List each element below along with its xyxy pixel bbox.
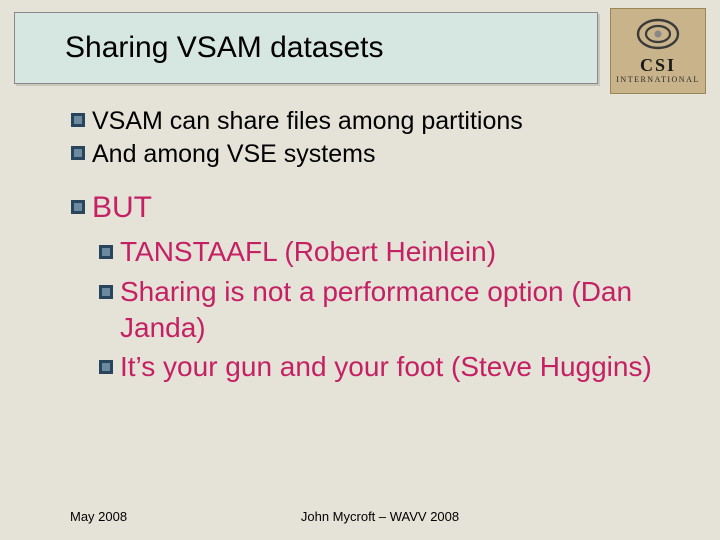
logo-sublabel: INTERNATIONAL xyxy=(616,75,700,87)
slide-title-bar: Sharing VSAM datasets xyxy=(14,12,598,84)
bullet-icon xyxy=(70,112,86,128)
slide-footer: May 2008 John Mycroft – WAVV 2008 xyxy=(70,509,690,524)
list-item: BUT xyxy=(70,189,690,227)
bullet-icon xyxy=(98,244,114,260)
list-item: Sharing is not a performance option (Dan… xyxy=(98,274,690,346)
slide-body: VSAM can share files among partitions An… xyxy=(70,106,690,480)
list-item: It’s your gun and your foot (Steve Huggi… xyxy=(98,349,690,385)
list-item-text: VSAM can share files among partitions xyxy=(92,106,523,137)
logo: CSI INTERNATIONAL xyxy=(610,8,706,94)
slide-title: Sharing VSAM datasets xyxy=(65,31,384,65)
logo-label: CSI xyxy=(640,55,676,76)
list-item-text: And among VSE systems xyxy=(92,139,375,170)
list-item: TANSTAAFL (Robert Heinlein) xyxy=(98,234,690,270)
list-item-text: TANSTAAFL (Robert Heinlein) xyxy=(120,234,496,270)
footer-author: John Mycroft – WAVV 2008 xyxy=(301,509,459,524)
footer-date: May 2008 xyxy=(70,509,127,524)
bullet-icon xyxy=(98,284,114,300)
list-item: And among VSE systems xyxy=(70,139,690,170)
slide: Sharing VSAM datasets CSI INTERNATIONAL … xyxy=(0,0,720,540)
bullet-icon xyxy=(70,145,86,161)
bullet-icon xyxy=(98,359,114,375)
list-item-text: It’s your gun and your foot (Steve Huggi… xyxy=(120,349,652,385)
list-item-text: Sharing is not a performance option (Dan… xyxy=(120,274,690,346)
list-item-text: BUT xyxy=(92,189,152,227)
list-item: VSAM can share files among partitions xyxy=(70,106,690,137)
logo-swirl-icon xyxy=(634,15,682,53)
bullet-icon xyxy=(70,199,86,215)
